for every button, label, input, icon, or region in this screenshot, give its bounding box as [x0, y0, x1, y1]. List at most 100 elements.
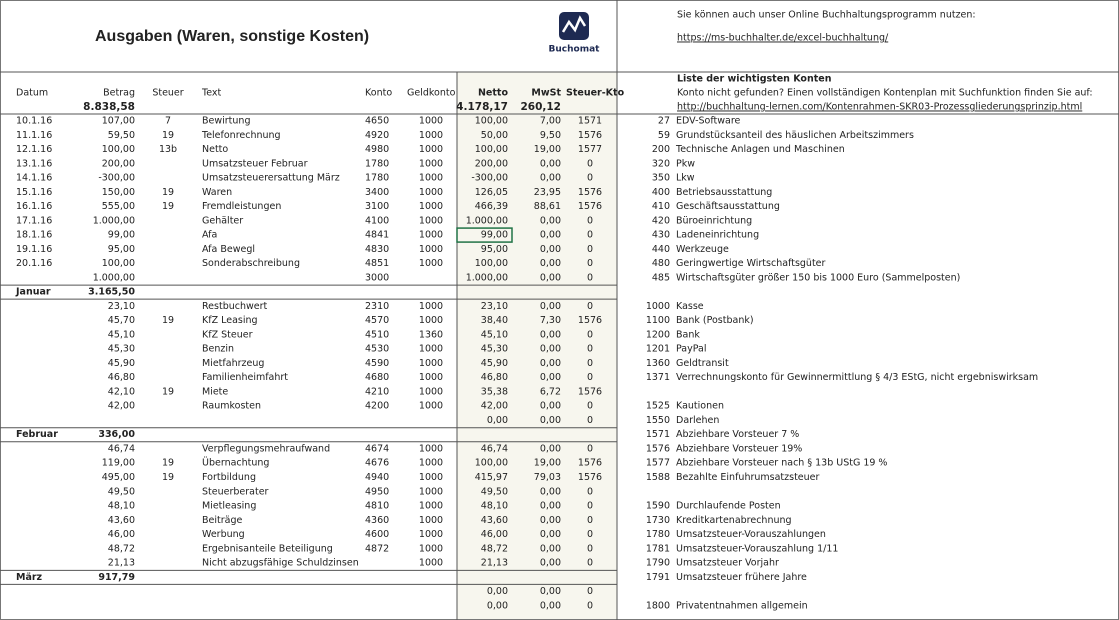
ref-name-cell: PayPal	[676, 344, 707, 355]
info-link[interactable]: https://ms-buchhalter.de/excel-buchhaltu…	[677, 33, 889, 44]
ref-name-cell: Kasse	[676, 301, 704, 312]
net-cell: 0,00	[487, 600, 508, 611]
tax-account-cell: 0	[587, 173, 593, 184]
text-cell: Afa	[202, 230, 217, 241]
tax-account-cell: 0	[587, 244, 593, 255]
cash-account-cell: 1000	[419, 501, 443, 512]
tax-cell: 19	[162, 386, 174, 397]
logo-zigzag	[561, 15, 587, 33]
vat-cell: 19,00	[534, 144, 561, 155]
net-cell: 23,10	[481, 301, 508, 312]
net-cell: 99,00	[481, 230, 508, 241]
column-header: Text	[201, 88, 221, 99]
net-cell: 35,38	[481, 386, 508, 397]
net-cell: 49,50	[481, 486, 508, 497]
tax-account-cell: 0	[587, 158, 593, 169]
cash-account-cell: 1000	[419, 386, 443, 397]
cash-account-cell: 1000	[419, 130, 443, 141]
text-cell: Restbuchwert	[202, 301, 268, 312]
tax-cell: 19	[162, 315, 174, 326]
vat-cell: 0,00	[540, 158, 561, 169]
account-cell: 3000	[365, 272, 389, 283]
net-cell: -300,00	[471, 173, 508, 184]
selected-cell[interactable]	[456, 227, 513, 243]
vat-cell: 0,00	[540, 515, 561, 526]
text-cell: Beiträge	[202, 515, 242, 526]
month-total-cell: 336,00	[98, 429, 135, 440]
tax-account-cell: 1576	[578, 472, 602, 483]
cash-account-cell: 1000	[419, 486, 443, 497]
ref-no-cell: 320	[652, 158, 670, 169]
ref-name-cell: Geschäftsausstattung	[676, 201, 780, 212]
net-cell: 50,00	[481, 130, 508, 141]
total-net: 4.178,17	[456, 101, 508, 113]
amount-cell: 48,72	[108, 543, 135, 554]
vat-cell: 0,00	[540, 443, 561, 454]
net-cell: 0,00	[487, 415, 508, 426]
ref-no-cell: 200	[652, 144, 670, 155]
amount-cell: 21,13	[108, 558, 135, 569]
column-header: Steuer-Kto	[566, 88, 625, 99]
text-cell: Bewirtung	[202, 116, 250, 127]
amount-cell: -300,00	[98, 173, 135, 184]
account-cell: 4100	[365, 215, 389, 226]
text-cell: Afa Bewegl	[202, 244, 255, 255]
net-cell: 1.000,00	[466, 215, 508, 226]
ref-no-cell: 1588	[646, 472, 670, 483]
account-cell: 4676	[365, 458, 389, 469]
amount-cell: 43,60	[108, 515, 135, 526]
tax-account-cell: 0	[587, 372, 593, 383]
vat-cell: 88,61	[534, 201, 561, 212]
vat-cell: 0,00	[540, 543, 561, 554]
cash-account-cell: 1000	[419, 372, 443, 383]
tax-account-cell: 0	[587, 258, 593, 269]
ref-no-cell: 1360	[646, 358, 670, 369]
amount-cell: 99,00	[108, 230, 135, 241]
vat-cell: 0,00	[540, 329, 561, 340]
ref-name-cell: Verrechnungskonto für Gewinnermittlung §…	[676, 372, 1038, 383]
ref-name-cell: Geldtransit	[676, 358, 729, 369]
cash-account-cell: 1000	[419, 315, 443, 326]
date-cell: 16.1.16	[16, 201, 52, 212]
account-cell: 3100	[365, 201, 389, 212]
ref-name-cell: Bank (Postbank)	[676, 315, 754, 326]
account-cell: 4872	[365, 543, 389, 554]
text-cell: Netto	[202, 144, 228, 155]
account-cell: 4940	[365, 472, 389, 483]
cash-account-cell: 1000	[419, 158, 443, 169]
list-title: Liste der wichtigsten Konten	[677, 74, 832, 85]
text-cell: Mietleasing	[202, 501, 256, 512]
ref-no-cell: 430	[652, 230, 670, 241]
ref-name-cell: Abziehbare Vorsteuer nach § 13b UStG 19 …	[676, 458, 887, 469]
net-cell: 95,00	[481, 244, 508, 255]
net-cell: 45,10	[481, 329, 508, 340]
vat-cell: 19,00	[534, 458, 561, 469]
net-cell: 100,00	[475, 116, 508, 127]
column-header: Geldkonto	[407, 88, 456, 99]
text-cell: Miete	[202, 386, 228, 397]
cash-account-cell: 1360	[419, 329, 443, 340]
cash-account-cell: 1000	[419, 401, 443, 412]
ref-name-cell: Umsatzsteuer-Vorauszahlung 1/11	[676, 543, 838, 554]
tax-account-cell: 0	[587, 586, 593, 597]
text-cell: Verpflegungsmehraufwand	[202, 443, 330, 454]
column-header: MwSt	[531, 88, 561, 99]
tax-cell: 13b	[159, 144, 177, 155]
account-cell: 4360	[365, 515, 389, 526]
net-cell: 45,90	[481, 358, 508, 369]
ref-no-cell: 420	[652, 215, 670, 226]
ref-no-cell: 1000	[646, 301, 670, 312]
date-cell: 14.1.16	[16, 173, 52, 184]
month-total-cell: 917,79	[98, 572, 135, 583]
ref-no-cell: 1590	[646, 501, 670, 512]
ref-name-cell: Umsatzsteuer frühere Jahre	[676, 572, 807, 583]
list-link[interactable]: http://buchhaltung-lernen.com/Kontenrahm…	[677, 102, 1082, 113]
ref-no-cell: 480	[652, 258, 670, 269]
amount-cell: 150,00	[102, 187, 135, 198]
tax-cell: 19	[162, 187, 174, 198]
ref-no-cell: 410	[652, 201, 670, 212]
vat-cell: 6,72	[540, 386, 561, 397]
date-cell: 15.1.16	[16, 187, 52, 198]
cash-account-cell: 1000	[419, 201, 443, 212]
text-cell: Sonderabschreibung	[202, 258, 300, 269]
